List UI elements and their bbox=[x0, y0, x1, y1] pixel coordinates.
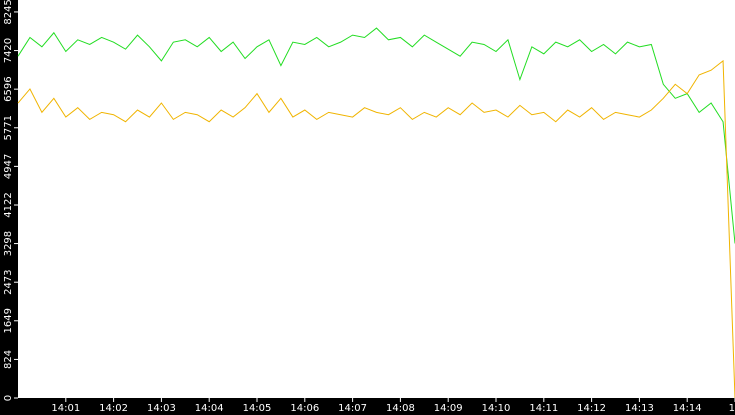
x-tick-label: 14:06 bbox=[290, 403, 319, 414]
y-tick-label: 6596 bbox=[3, 76, 14, 101]
line-series bbox=[17, 27, 735, 244]
x-tick-label: 14:07 bbox=[338, 403, 367, 414]
x-tick-label: 14:14 bbox=[673, 403, 702, 414]
x-tick-label: 14:09 bbox=[434, 403, 463, 414]
y-tick-label: 4947 bbox=[3, 154, 14, 179]
y-tick-label: 3298 bbox=[3, 231, 14, 256]
x-tick-label: 14:11 bbox=[529, 403, 558, 414]
y-tick-label: 1649 bbox=[3, 308, 14, 333]
x-tick-label: 14:01 bbox=[51, 403, 80, 414]
x-tick-label: 14:05 bbox=[243, 403, 272, 414]
x-tick-label: 14:10 bbox=[482, 403, 511, 414]
y-tick-label: 4122 bbox=[3, 192, 14, 217]
y-tick-label: 5771 bbox=[3, 115, 14, 140]
y-tick-label: 824 bbox=[3, 350, 14, 369]
y-tick-label: 7420 bbox=[3, 38, 14, 63]
x-tick-label: 14:02 bbox=[99, 403, 128, 414]
x-tick-label: 14 bbox=[729, 403, 735, 414]
x-tick-label: 14:03 bbox=[147, 403, 176, 414]
x-tick-label: 14:12 bbox=[577, 403, 606, 414]
y-tick-label: 0 bbox=[3, 395, 14, 401]
x-tick-label: 14:13 bbox=[625, 403, 654, 414]
x-axis-band bbox=[0, 398, 735, 415]
y-axis-band bbox=[0, 0, 18, 415]
y-tick-label: 2473 bbox=[3, 269, 14, 294]
line-series bbox=[17, 59, 735, 399]
x-tick-label: 14:08 bbox=[386, 403, 415, 414]
x-tick-label: 14:04 bbox=[195, 403, 224, 414]
y-tick-label: 8245 bbox=[3, 0, 14, 25]
